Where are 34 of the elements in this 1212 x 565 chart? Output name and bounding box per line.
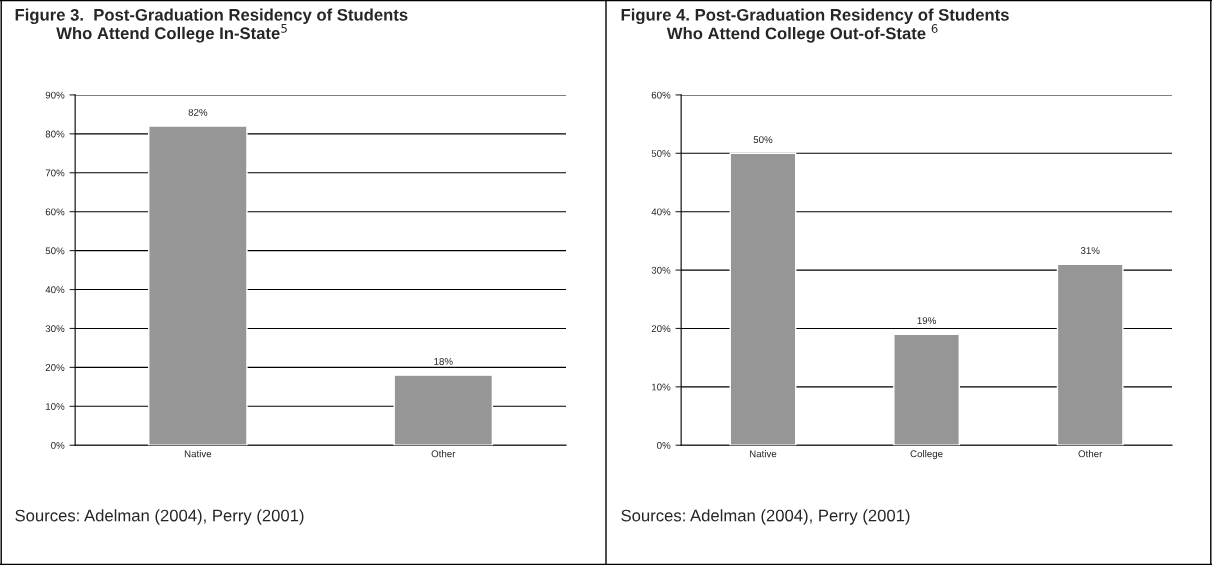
source-note: Sources: Adelman (2004), Perry (2001) (621, 509, 910, 525)
y-tick-label: 40% (45, 286, 65, 294)
data-label: 19% (917, 317, 936, 325)
y-tick-label: 90% (45, 91, 65, 99)
y-tick-label: 0% (51, 441, 65, 449)
y-tick-label: 80% (45, 130, 65, 138)
y-tick-label: 30% (651, 266, 671, 274)
data-label: 18% (434, 358, 453, 365)
y-tick-label: 40% (651, 208, 671, 216)
data-label: 50% (753, 136, 773, 144)
y-tick-label: 50% (45, 247, 65, 255)
data-label: 82% (188, 108, 208, 116)
y-tick-label: 10% (652, 383, 671, 391)
bar (1056, 263, 1124, 446)
x-tick-label: College (910, 450, 943, 460)
y-tick-label: 10% (46, 403, 65, 410)
data-label: 31% (1080, 247, 1100, 254)
bar (729, 152, 797, 446)
y-tick-label: 60% (651, 91, 671, 99)
y-tick-label: 60% (45, 208, 65, 216)
y-tick-label: 20% (45, 364, 65, 371)
y-tick-label: 50% (651, 150, 671, 157)
x-tick-label: Other (1078, 450, 1103, 458)
y-tick-label: 30% (45, 325, 65, 333)
y-tick-label: 20% (651, 325, 671, 333)
x-tick-label: Native (749, 450, 777, 458)
chart-title: Figure 3. Post-Graduation Residency of Students Who Attend College In-State$^{5}$ (15, 8, 408, 43)
y-tick-label: 70% (45, 169, 65, 177)
chart-title: Figure 4. Post-Graduation Residency of Students Who Attend College Out-of-State $^{6}$ (621, 8, 1009, 43)
bar (893, 333, 960, 446)
x-tick-label: Other (431, 450, 456, 458)
x-tick-label: Native (184, 450, 212, 458)
source-note: Sources: Adelman (2004), Perry (2001) (15, 509, 304, 525)
y-tick-label: 0% (657, 441, 671, 449)
